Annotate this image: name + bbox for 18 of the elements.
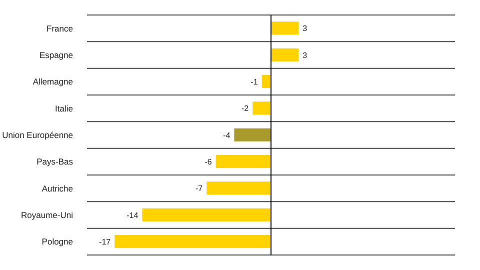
y-tick-label: Pologne — [42, 236, 74, 247]
y-tick-label: Autriche — [42, 183, 74, 194]
y-tick-label: Royaume-Uni — [21, 210, 74, 220]
data-label: -6 — [204, 158, 212, 166]
data-label: -17 — [99, 238, 112, 246]
data-label: -14 — [126, 210, 139, 220]
y-tick-label: France — [46, 23, 74, 34]
data-label: 3 — [302, 50, 308, 60]
data-label: -1 — [250, 78, 258, 86]
data-label: -4 — [223, 130, 231, 140]
data-label: -7 — [195, 184, 204, 194]
y-tick-label: Pays-Bas — [36, 156, 73, 167]
y-tick-label: Allemagne — [32, 76, 74, 87]
y-tick-label: Espagne — [39, 50, 74, 60]
data-label: -2 — [241, 104, 250, 114]
y-tick-label: Italie — [55, 103, 74, 114]
data-label: 3 — [302, 24, 308, 34]
y-tick-label: Union Européenne — [2, 130, 74, 140]
